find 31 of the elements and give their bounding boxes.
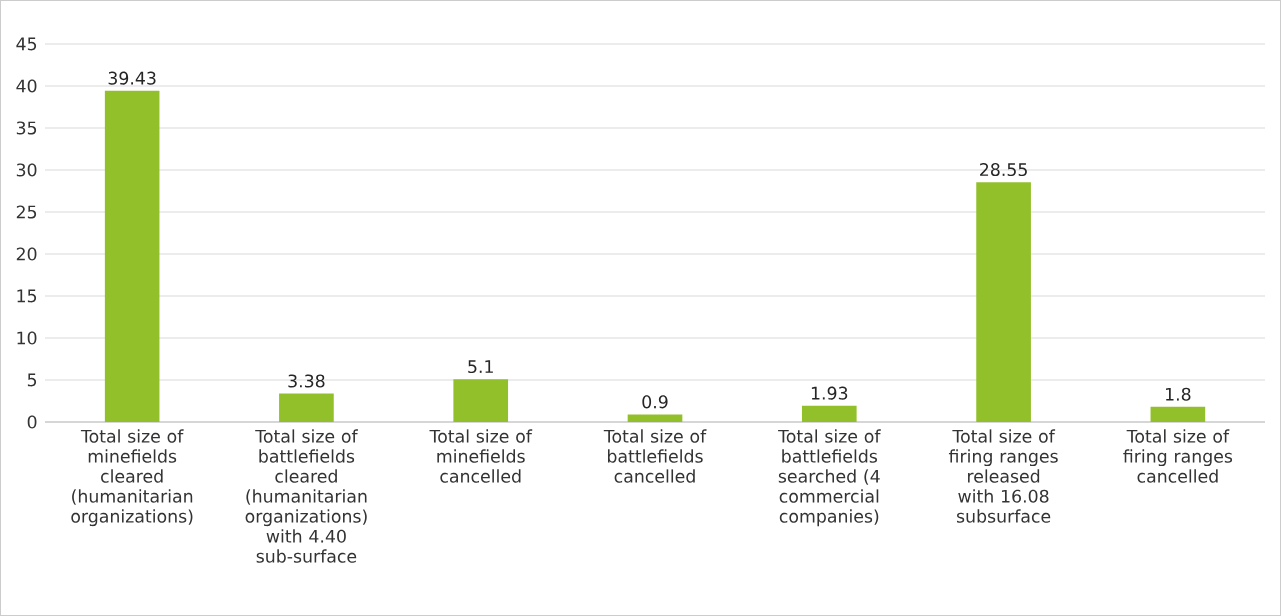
- y-tick-label: 45: [16, 37, 37, 51]
- data-label: 28.55: [980, 163, 1027, 177]
- x-tick-label: Total size of battlefields searched (4 commercial companies): [778, 429, 881, 527]
- bar: [801, 405, 857, 422]
- data-label: 3.38: [288, 374, 325, 388]
- data-label: 39.43: [108, 71, 156, 85]
- data-label: 5.1: [468, 360, 493, 374]
- bar: [279, 393, 334, 422]
- bar: [104, 90, 160, 422]
- x-tick-label: Total size of battlefields cleared (humanitarian organizations) with 4.40 sub-surface: [245, 429, 367, 563]
- x-tick-label: Total size of battlefields cancelled: [603, 429, 707, 483]
- bar: [453, 379, 509, 422]
- x-tick-label: Total size of minefields cleared (humanitarian organizations): [71, 429, 193, 527]
- bar: [976, 182, 1031, 422]
- y-tick-label: 35: [16, 121, 37, 135]
- y-tick-label: 0: [27, 415, 37, 429]
- bar: [1150, 406, 1206, 422]
- y-tick-label: 10: [17, 331, 37, 345]
- y-tick-label: 20: [16, 247, 37, 261]
- bar: [627, 414, 683, 422]
- data-label: 1.93: [811, 386, 848, 400]
- data-label: 0.9: [642, 395, 668, 409]
- y-tick-label: 5: [27, 373, 37, 387]
- x-tick-label: Total size of firing ranges cancelled: [1123, 429, 1233, 483]
- y-tick-label: 15: [17, 289, 37, 303]
- x-tick-label: Total size of firing ranges released with 16.08 subsurface: [948, 429, 1058, 523]
- y-tick-label: 25: [16, 205, 37, 219]
- data-label: 1.8: [1166, 387, 1191, 401]
- y-tick-label: 40: [16, 79, 37, 93]
- x-tick-label: Total size of minefields cancelled: [429, 429, 533, 483]
- y-tick-label: 30: [16, 163, 37, 177]
